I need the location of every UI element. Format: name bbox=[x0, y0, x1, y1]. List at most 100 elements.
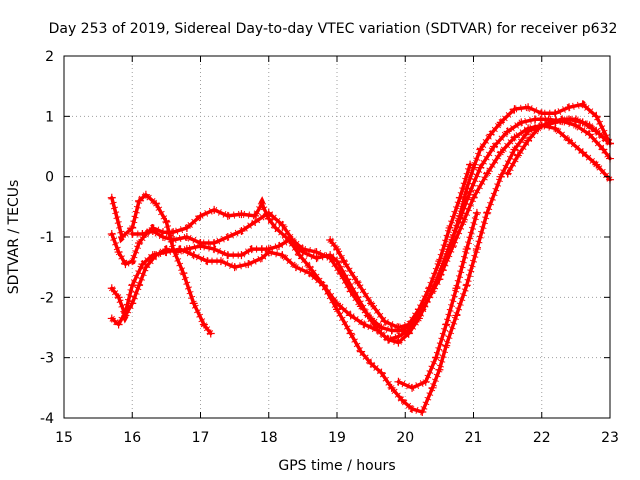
data-point-marker bbox=[162, 217, 171, 226]
data-point-marker bbox=[476, 145, 485, 154]
data-point-marker bbox=[196, 239, 205, 248]
data-point-marker bbox=[257, 245, 266, 254]
series-3 bbox=[107, 115, 614, 347]
data-point-marker bbox=[305, 263, 314, 272]
data-point-marker bbox=[435, 365, 444, 374]
data-point-marker bbox=[558, 115, 567, 124]
data-point-marker bbox=[462, 245, 471, 254]
data-point-marker bbox=[257, 254, 266, 263]
data-point-marker bbox=[367, 299, 376, 308]
data-point-marker bbox=[199, 320, 208, 329]
data-point-marker bbox=[346, 287, 355, 296]
data-point-marker bbox=[534, 124, 543, 133]
y-tick-label: 0 bbox=[45, 170, 54, 186]
data-point-marker bbox=[486, 130, 495, 139]
data-point-marker bbox=[483, 208, 492, 217]
data-point-marker bbox=[455, 193, 464, 202]
data-point-marker bbox=[449, 242, 458, 251]
data-point-marker bbox=[599, 133, 608, 142]
y-tick-label: 1 bbox=[45, 109, 54, 125]
data-point-marker bbox=[114, 320, 123, 329]
data-point-marker bbox=[135, 239, 144, 248]
data-point-marker bbox=[172, 248, 181, 257]
data-point-marker bbox=[435, 257, 444, 266]
data-point-marker bbox=[537, 109, 546, 118]
data-point-marker bbox=[251, 217, 260, 226]
data-point-marker bbox=[408, 383, 417, 392]
data-point-marker bbox=[421, 377, 430, 386]
data-point-marker bbox=[278, 220, 287, 229]
data-point-marker bbox=[114, 248, 123, 257]
data-point-marker bbox=[346, 329, 355, 338]
data-point-marker bbox=[312, 248, 321, 257]
data-point-marker bbox=[472, 245, 481, 254]
data-point-marker bbox=[244, 260, 253, 269]
data-point-marker bbox=[128, 281, 137, 290]
data-point-marker bbox=[274, 242, 283, 251]
data-point-marker bbox=[571, 115, 580, 124]
series-4 bbox=[107, 121, 614, 417]
data-point-marker bbox=[333, 245, 341, 254]
data-point-marker bbox=[489, 142, 498, 151]
data-point-marker bbox=[128, 299, 137, 308]
data-point-marker bbox=[510, 105, 519, 114]
data-point-marker bbox=[182, 223, 191, 232]
data-point-marker bbox=[288, 236, 297, 245]
data-point-marker bbox=[565, 103, 574, 112]
data-point-marker bbox=[152, 199, 161, 208]
data-point-marker bbox=[452, 311, 461, 320]
data-point-marker bbox=[585, 121, 594, 130]
x-tick-label: 16 bbox=[123, 430, 141, 446]
series-8 bbox=[503, 115, 614, 178]
data-point-marker bbox=[367, 314, 376, 323]
data-point-marker bbox=[135, 196, 144, 205]
data-point-marker bbox=[107, 284, 116, 293]
data-point-marker bbox=[247, 245, 256, 254]
data-point-marker bbox=[135, 281, 144, 290]
data-point-marker bbox=[189, 251, 198, 260]
data-point-marker bbox=[169, 228, 178, 237]
series-6 bbox=[326, 160, 475, 332]
series-line bbox=[110, 123, 612, 414]
data-point-marker bbox=[162, 245, 171, 254]
data-point-marker bbox=[524, 103, 533, 112]
data-point-marker bbox=[466, 160, 475, 169]
data-point-marker bbox=[326, 254, 335, 263]
data-point-marker bbox=[339, 257, 348, 266]
data-point-marker bbox=[203, 257, 212, 266]
data-point-marker bbox=[394, 338, 403, 347]
x-tick-label: 23 bbox=[601, 430, 619, 446]
x-tick-label: 19 bbox=[328, 430, 346, 446]
data-point-marker bbox=[384, 335, 393, 344]
series-markers bbox=[108, 190, 214, 336]
data-point-marker bbox=[404, 320, 413, 329]
data-point-marker bbox=[397, 395, 406, 404]
series-7 bbox=[394, 208, 481, 392]
data-point-marker bbox=[295, 251, 304, 260]
data-point-marker bbox=[223, 211, 232, 220]
data-series bbox=[107, 100, 614, 417]
data-point-marker bbox=[182, 245, 191, 254]
data-point-marker bbox=[278, 251, 287, 260]
data-point-marker bbox=[353, 278, 362, 287]
y-axis-label: SDTVAR / TECUs bbox=[6, 180, 22, 295]
data-point-marker bbox=[452, 284, 461, 293]
data-point-marker bbox=[524, 124, 533, 133]
data-point-marker bbox=[414, 305, 423, 314]
data-point-marker bbox=[592, 160, 601, 169]
y-tick-label: 2 bbox=[45, 49, 54, 65]
data-point-marker bbox=[496, 148, 505, 157]
data-point-marker bbox=[210, 239, 219, 248]
data-point-marker bbox=[298, 245, 307, 254]
data-point-marker bbox=[114, 293, 123, 302]
x-tick-label: 18 bbox=[260, 430, 278, 446]
data-point-marker bbox=[394, 323, 403, 332]
data-point-marker bbox=[418, 407, 427, 416]
data-point-marker bbox=[148, 226, 157, 235]
data-point-marker bbox=[503, 127, 512, 136]
data-point-marker bbox=[141, 263, 150, 272]
data-point-marker bbox=[206, 329, 215, 338]
data-point-marker bbox=[118, 233, 127, 241]
data-point-marker bbox=[356, 302, 365, 311]
